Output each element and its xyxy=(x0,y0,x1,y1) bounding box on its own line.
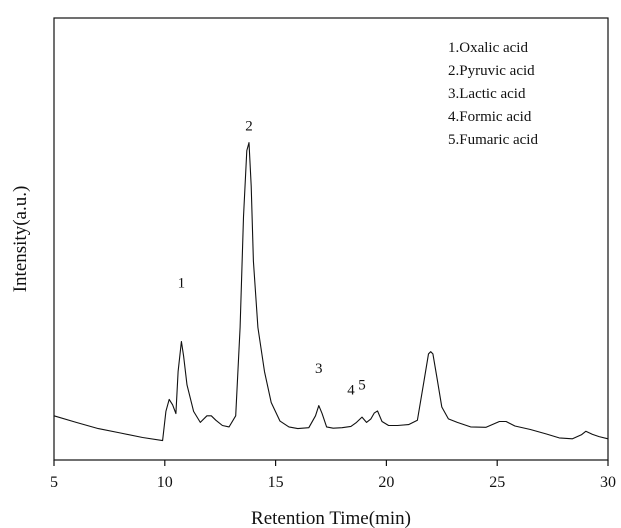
peak-label-5: 5 xyxy=(358,377,366,393)
peak-labels: 1 2 3 4 5 xyxy=(178,118,366,398)
x-tick-label: 20 xyxy=(378,474,394,491)
x-tick-label: 15 xyxy=(268,474,284,491)
legend-entry: 5.Fumaric acid xyxy=(448,132,538,148)
peak-label-1: 1 xyxy=(178,276,186,292)
x-axis-label: Retention Time(min) xyxy=(251,508,411,528)
x-axis-tick-labels: 5 10 15 20 25 30 xyxy=(50,474,616,491)
chromatogram-trace xyxy=(53,142,609,442)
x-axis-ticks xyxy=(53,460,609,466)
legend-entry: 2.Pyruvic acid xyxy=(448,63,535,79)
x-tick-label: 5 xyxy=(50,474,58,491)
x-tick-label: 30 xyxy=(600,474,616,491)
legend-entry: 1.Oxalic acid xyxy=(448,40,528,56)
plot-frame xyxy=(53,17,609,461)
legend-entry: 4.Formic acid xyxy=(448,109,532,125)
x-tick-label: 25 xyxy=(489,474,505,491)
y-axis-label: Intensity(a.u.) xyxy=(10,186,31,293)
legend: 1.Oxalic acid 2.Pyruvic acid 3.Lactic acid… xyxy=(448,40,538,148)
peak-label-2: 2 xyxy=(245,118,253,134)
peak-label-4: 4 xyxy=(347,383,355,399)
x-tick-label: 10 xyxy=(157,474,173,491)
legend-entry: 3.Lactic acid xyxy=(448,86,526,102)
peak-label-3: 3 xyxy=(315,361,323,377)
